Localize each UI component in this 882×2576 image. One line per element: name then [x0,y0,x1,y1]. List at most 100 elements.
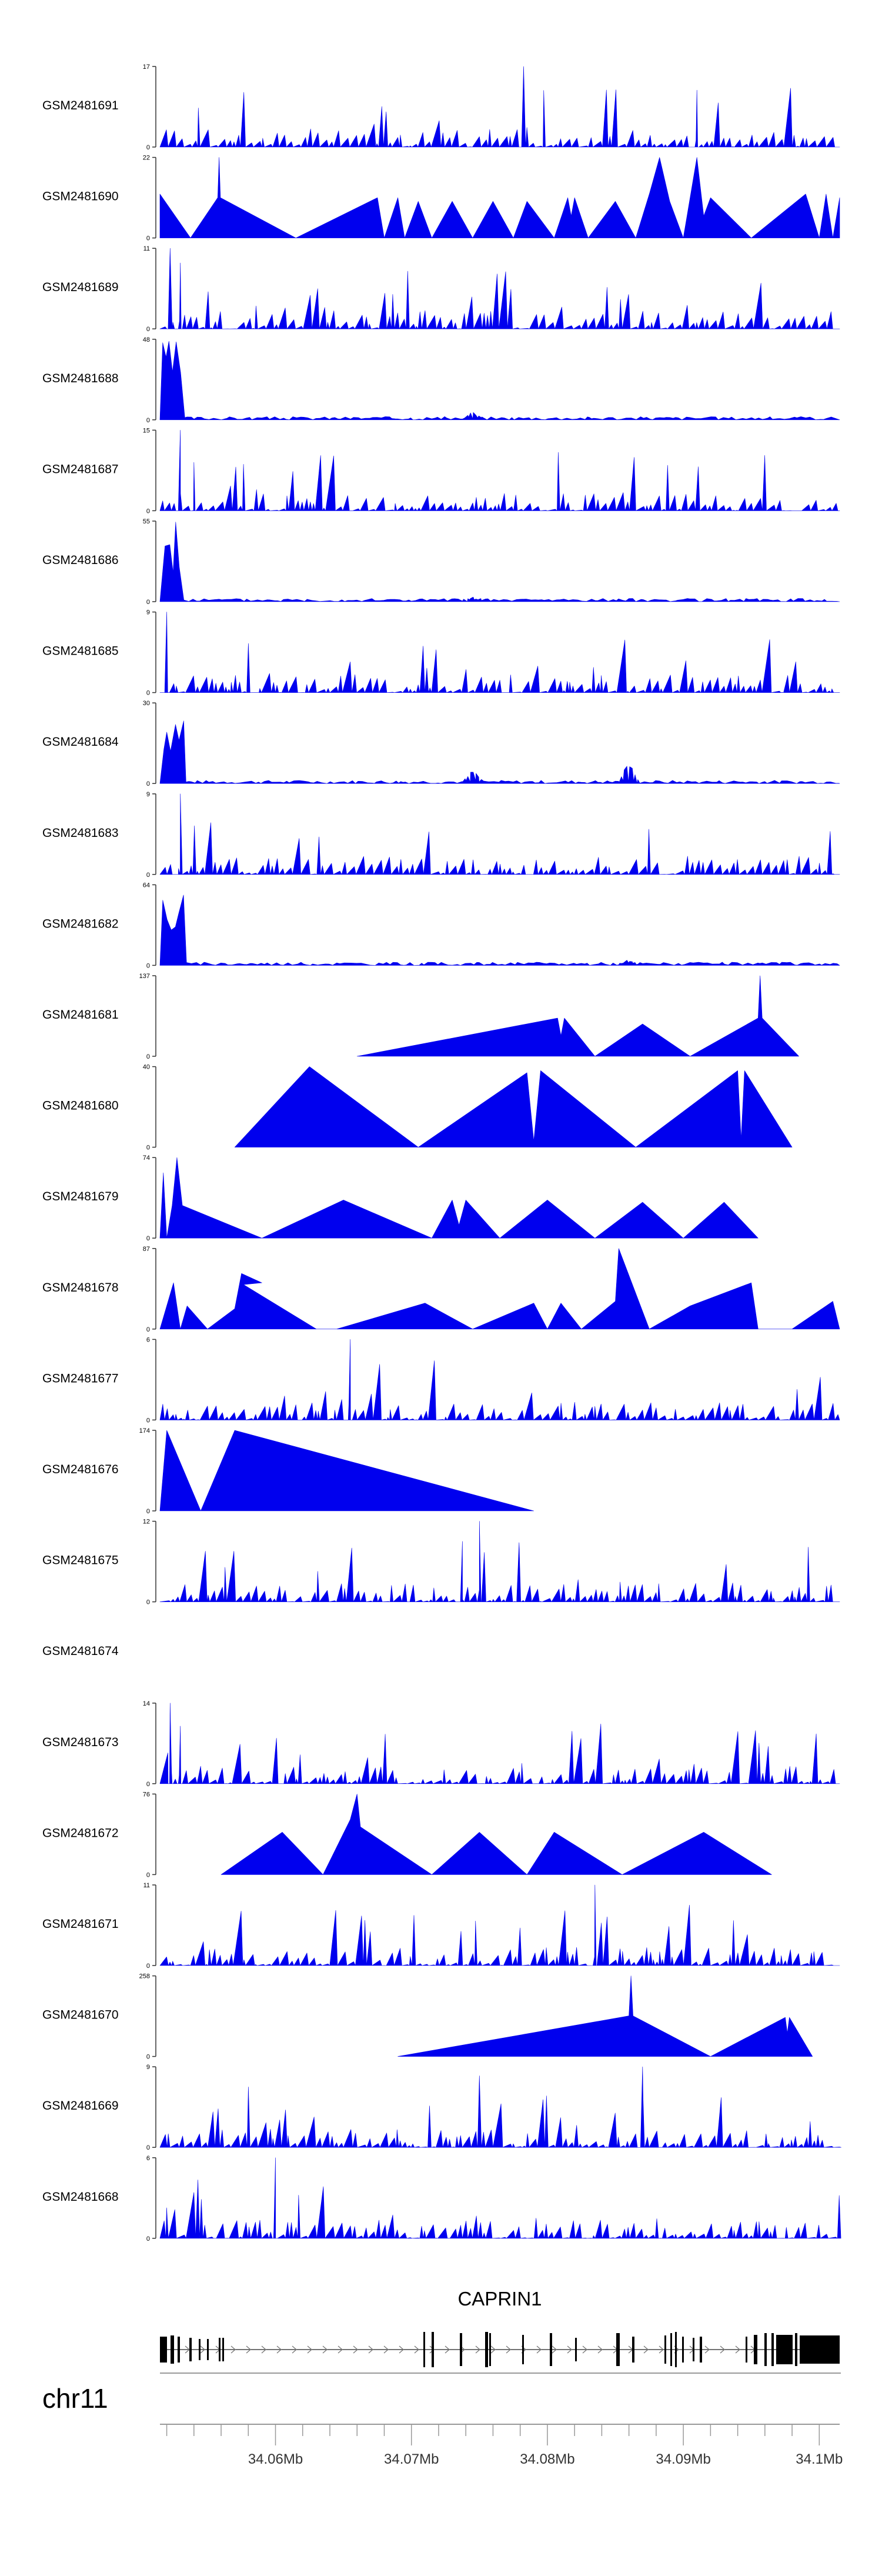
y-axis-max-label: 9 [146,2064,150,2071]
strand-arrow [582,2345,587,2354]
strand-arrow [414,2345,419,2354]
y-axis-max-label: 30 [143,700,150,707]
gene-exon [764,2333,767,2366]
strand-arrow [735,2345,740,2354]
gene-exon [746,2337,747,2363]
gene-exon [219,2338,220,2361]
track-label: GSM2481691 [42,99,119,112]
signal-area [159,895,840,966]
strand-arrow [597,2345,603,2354]
strand-arrow [230,2345,236,2354]
track-label: GSM2481687 [42,462,119,476]
y-axis-max-label: 87 [143,1246,150,1253]
track-label: GSM2481680 [42,1099,119,1113]
signal-area [159,1430,534,1511]
gene-exon [522,2335,524,2364]
track-label: GSM2481683 [42,826,119,840]
track-label: GSM2481674 [42,1644,119,1658]
track-label: GSM2481673 [42,1736,119,1749]
gene-exon [432,2332,434,2367]
signal-area [159,612,840,693]
track-GSM2481687: GSM2481687 15 0 [42,427,840,515]
y-axis-zero-label: 0 [146,2235,150,2243]
strand-arrow [552,2345,557,2354]
signal-area [159,1339,840,1420]
gene-exon [489,2333,491,2366]
gene-model-track: CAPRIN1 [160,2288,840,2367]
signal-area [397,1976,813,2057]
signal-area [159,1703,840,1784]
y-axis-zero-label: 0 [146,2054,150,2061]
track-GSM2481676: GSM2481676 174 0 [42,1427,534,1515]
track-label: GSM2481682 [42,917,119,930]
signal-area [159,1157,759,1239]
track-GSM2481673: GSM2481673 14 0 [42,1700,840,1788]
track-label: GSM2481677 [42,1372,119,1385]
signal-area [159,248,840,329]
track-GSM2481671: GSM2481671 11 0 [42,1882,840,1970]
track-label: GSM2481672 [42,1826,119,1840]
track-GSM2481691: GSM2481691 17 0 [42,64,840,151]
y-axis-zero-label: 0 [146,2144,150,2151]
strand-arrow [322,2345,328,2354]
y-axis-zero-label: 0 [146,417,150,424]
gene-exon [160,2337,167,2363]
gene-exon [222,2338,224,2361]
track-label: GSM2481670 [42,2008,119,2022]
gene-exon [670,2333,672,2366]
y-axis-zero-label: 0 [146,690,150,697]
track-GSM2481688: GSM2481688 48 0 [42,336,840,424]
genome-tick-label: 34.09Mb [656,2451,710,2467]
track-GSM2481680: GSM2481680 40 0 [42,1064,793,1152]
gene-exon [754,2335,757,2364]
strand-arrow [292,2345,297,2354]
y-axis-zero-label: 0 [146,508,150,515]
track-label: GSM2481678 [42,1281,119,1294]
y-axis-zero-label: 0 [146,1326,150,1333]
track-label: GSM2481689 [42,281,119,294]
track-GSM2481679: GSM2481679 74 0 [42,1154,759,1242]
genome-tick-label: 34.06Mb [248,2451,303,2467]
y-axis-max-label: 15 [143,427,150,434]
y-axis-max-label: 9 [146,791,150,798]
y-axis-max-label: 48 [143,336,150,343]
track-GSM2481681: GSM2481681 137 0 [42,973,799,1060]
strand-arrow [276,2345,282,2354]
strand-arrow [720,2345,725,2354]
y-axis-zero-label: 0 [146,1508,150,1515]
y-axis-zero-label: 0 [146,1417,150,1424]
strand-arrow [490,2345,496,2354]
chromosome-track: chr11 [42,2373,841,2414]
strand-arrow [475,2345,480,2354]
y-axis-max-label: 174 [139,1427,150,1434]
signal-area [159,66,840,148]
track-label: GSM2481690 [42,190,119,203]
gene-label: CAPRIN1 [457,2288,542,2310]
y-axis-max-label: 11 [143,245,150,252]
gene-exon [575,2338,577,2361]
signal-area [159,720,840,784]
track-GSM2481677: GSM2481677 6 0 [42,1336,840,1424]
strand-arrow [246,2345,251,2354]
strand-arrow [383,2345,389,2354]
track-GSM2481678: GSM2481678 87 0 [42,1246,840,1333]
y-axis-max-label: 6 [146,2155,150,2162]
signal-area [234,1066,793,1147]
track-label: GSM2481688 [42,372,119,385]
y-axis-zero-label: 0 [146,1781,150,1788]
strand-arrow [399,2345,404,2354]
y-axis-zero-label: 0 [146,235,150,242]
track-label: GSM2481675 [42,1554,119,1567]
track-GSM2481668: GSM2481668 6 0 [42,2155,841,2243]
y-axis-max-label: 74 [143,1154,150,1162]
y-axis-max-label: 22 [143,155,150,162]
y-axis-max-label: 40 [143,1064,150,1071]
track-label: GSM2481684 [42,735,119,749]
strand-arrow [307,2345,312,2354]
strand-arrow [338,2345,343,2354]
gene-exon [700,2337,702,2363]
y-axis-zero-label: 0 [146,962,150,969]
y-axis-zero-label: 0 [146,780,150,788]
genome-tick-label: 34.1Mb [796,2451,843,2467]
